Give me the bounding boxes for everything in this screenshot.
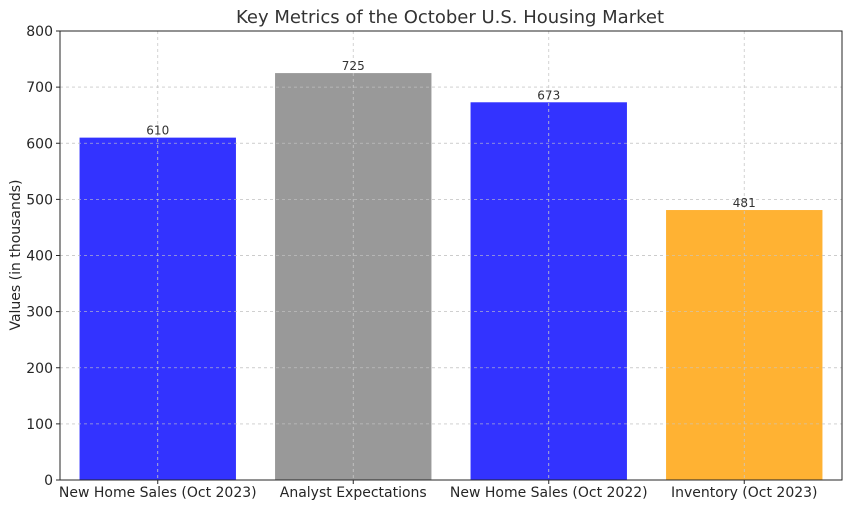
- plot-frame: [59, 30, 843, 481]
- axes: [56, 30, 843, 484]
- labels: 0 100 200 300 400 500 600 700 800 New Home Sales …: [26, 24, 817, 501]
- y-tick-label: 700: [26, 80, 53, 96]
- y-tick-label: 800: [26, 24, 53, 40]
- y-tick-label: 500: [26, 192, 53, 208]
- y-tick-label: 100: [26, 417, 53, 433]
- x-tick-label: Inventory (Oct 2023): [671, 485, 818, 501]
- x-tick-label: Analyst Expectations: [280, 485, 427, 501]
- y-tick-label: 400: [26, 249, 53, 265]
- data-label: 725: [342, 59, 365, 73]
- y-tick-label: 300: [26, 305, 53, 321]
- x-tick-label: New Home Sales (Oct 2023): [59, 485, 257, 501]
- y-tick-label: 600: [26, 136, 53, 152]
- data-label: 481: [733, 196, 756, 210]
- y-tick-label: 200: [26, 361, 53, 377]
- data-label: 610: [146, 124, 169, 138]
- data-label: 673: [537, 88, 560, 102]
- y-tick-label: 0: [44, 473, 53, 489]
- bars: [79, 73, 823, 480]
- y-axis-label: Values (in thousands): [8, 179, 24, 330]
- chart-title: Key Metrics of the October U.S. Housing …: [236, 7, 664, 28]
- x-tick-label: New Home Sales (Oct 2022): [450, 485, 648, 501]
